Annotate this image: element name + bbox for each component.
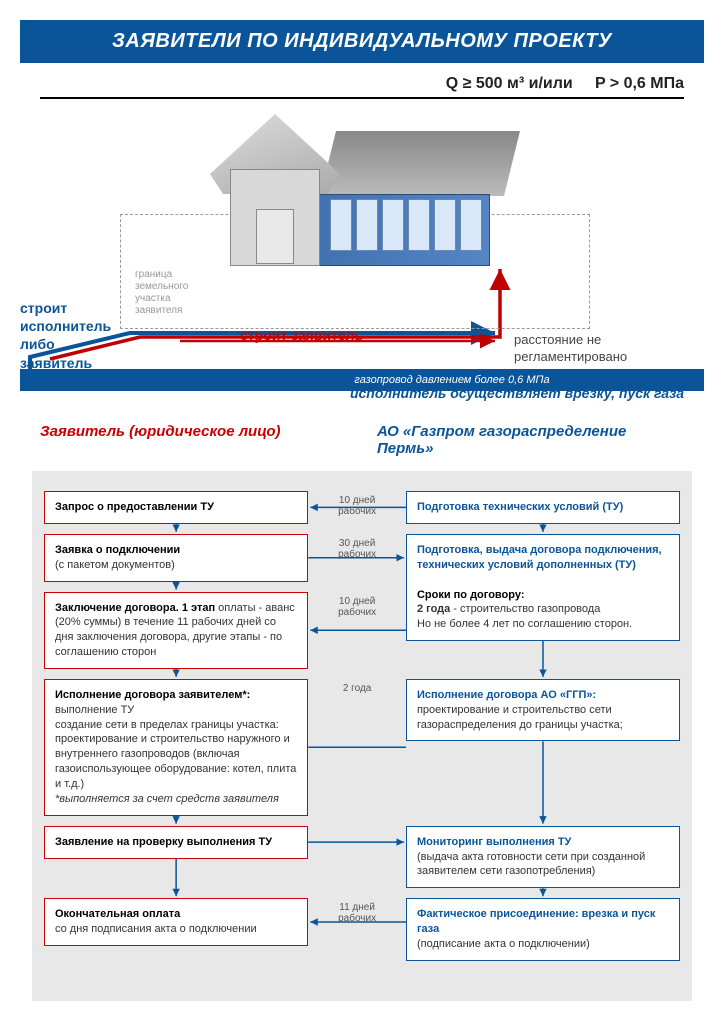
flow-mid-label: 30 днейрабочих (308, 534, 406, 560)
page-title: ЗАЯВИТЕЛИ ПО ИНДИВИДУАЛЬНОМУ ПРОЕКТУ (20, 20, 704, 63)
col-gazprom: АО «Газпром газораспределение Пермь» (347, 419, 684, 461)
columns-header: Заявитель (юридическое лицо) АО «Газпром… (40, 419, 684, 461)
flow-box-right: Исполнение договора АО «ГГП»:проектирова… (406, 679, 680, 742)
flow-row: Запрос о предоставлении ТУ10 днейрабочих… (44, 491, 680, 524)
flow-row: Заявка о подключении(с пакетом документо… (44, 534, 680, 582)
param-p: P > 0,6 МПа (595, 75, 684, 92)
flow-row: Исполнение договора заявителем*:выполнен… (44, 679, 680, 816)
flowchart: Запрос о предоставлении ТУ10 днейрабочих… (32, 471, 692, 1001)
params-line: Q ≥ 500 м³ и/или P > 0,6 МПа (40, 75, 684, 99)
flow-box-left: Заявление на проверку выполнения ТУ (44, 826, 308, 859)
pipeline-band: газопровод давлением более 0,6 МПа (20, 369, 704, 391)
flow-row: Окончательная оплатасо дня подписания ак… (44, 898, 680, 961)
flow-row: Заявление на проверку выполнения ТУ Монит… (44, 826, 680, 889)
distance-label: расстояние не регламентировано (514, 332, 694, 366)
building-diagram: граница земельного участка заявителя стр… (20, 109, 704, 379)
flow-mid-label: 2 года (308, 679, 406, 694)
builds-applicant-label: строит заявитель (240, 327, 363, 343)
flow-mid-label: 10 днейрабочих (308, 592, 406, 618)
col-applicant: Заявитель (юридическое лицо) (40, 419, 347, 461)
param-q: Q ≥ 500 м³ и/или (446, 75, 573, 92)
flow-box-left: Запрос о предоставлении ТУ (44, 491, 308, 524)
flow-box-left: Окончательная оплатасо дня подписания ак… (44, 898, 308, 946)
flow-mid-label: 11 днейрабочих (308, 898, 406, 924)
house-illustration (220, 109, 520, 289)
flow-box-right: Сроки по договору:2 года - строительство… (406, 580, 680, 642)
flow-box-right: Подготовка, выдача договора подключения,… (406, 534, 680, 582)
flow-box-right: Мониторинг выполнения ТУ(выдача акта гот… (406, 826, 680, 889)
boundary-label: граница земельного участка заявителя (135, 269, 215, 317)
flow-box-right: Подготовка технических условий (ТУ) (406, 491, 680, 524)
flow-box-right: Фактическое присоединение: врезка и пуск… (406, 898, 680, 961)
flow-mid-label: 10 днейрабочих (308, 491, 406, 517)
flow-box-left: Заключение договора. 1 этап оплаты - ава… (44, 592, 308, 669)
flow-row: Заключение договора. 1 этап оплаты - ава… (44, 592, 680, 669)
flow-box-left: Исполнение договора заявителем*:выполнен… (44, 679, 308, 816)
flow-box-left: Заявка о подключении(с пакетом документо… (44, 534, 308, 582)
builds-executor-label: строит исполнитель либо заявитель (20, 299, 115, 372)
